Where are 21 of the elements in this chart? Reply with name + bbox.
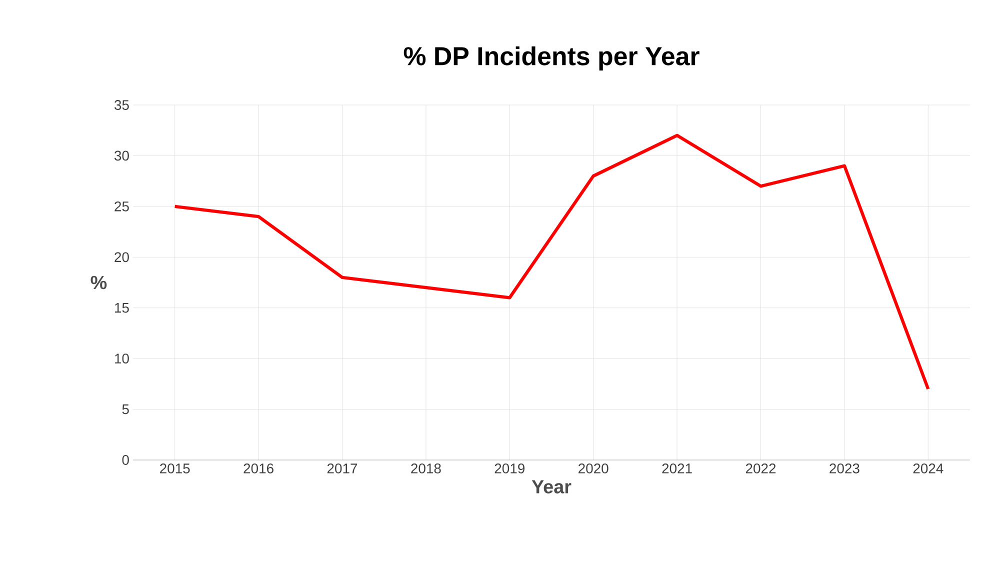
- x-tick-label: 2020: [578, 464, 608, 474]
- x-tick-label: 2018: [411, 464, 441, 474]
- y-tick-label: 30: [114, 150, 129, 161]
- x-tick-label: 2021: [662, 464, 692, 474]
- x-tick-label: 2022: [746, 464, 776, 474]
- x-axis-title: Year: [532, 480, 572, 494]
- y-tick-label: 0: [122, 455, 129, 465]
- y-tick-label: 20: [114, 252, 129, 262]
- x-tick-label: 2015: [160, 464, 190, 474]
- y-tick-label: 35: [114, 100, 129, 110]
- y-axis-title: %: [90, 276, 107, 290]
- y-tick-label: 15: [115, 302, 129, 313]
- chart-title: % DP Incidents per Year: [404, 46, 700, 70]
- x-tick-label: 2017: [327, 464, 358, 474]
- y-tick-label: 25: [114, 201, 129, 212]
- x-tick-label: 2016: [244, 464, 274, 474]
- x-tick-label: 2023: [830, 464, 860, 474]
- y-tick-label: 5: [122, 404, 129, 414]
- y-tick-label: 10: [115, 354, 129, 364]
- x-tick-label: 2024: [913, 464, 944, 474]
- x-tick-label: 2019: [494, 464, 524, 474]
